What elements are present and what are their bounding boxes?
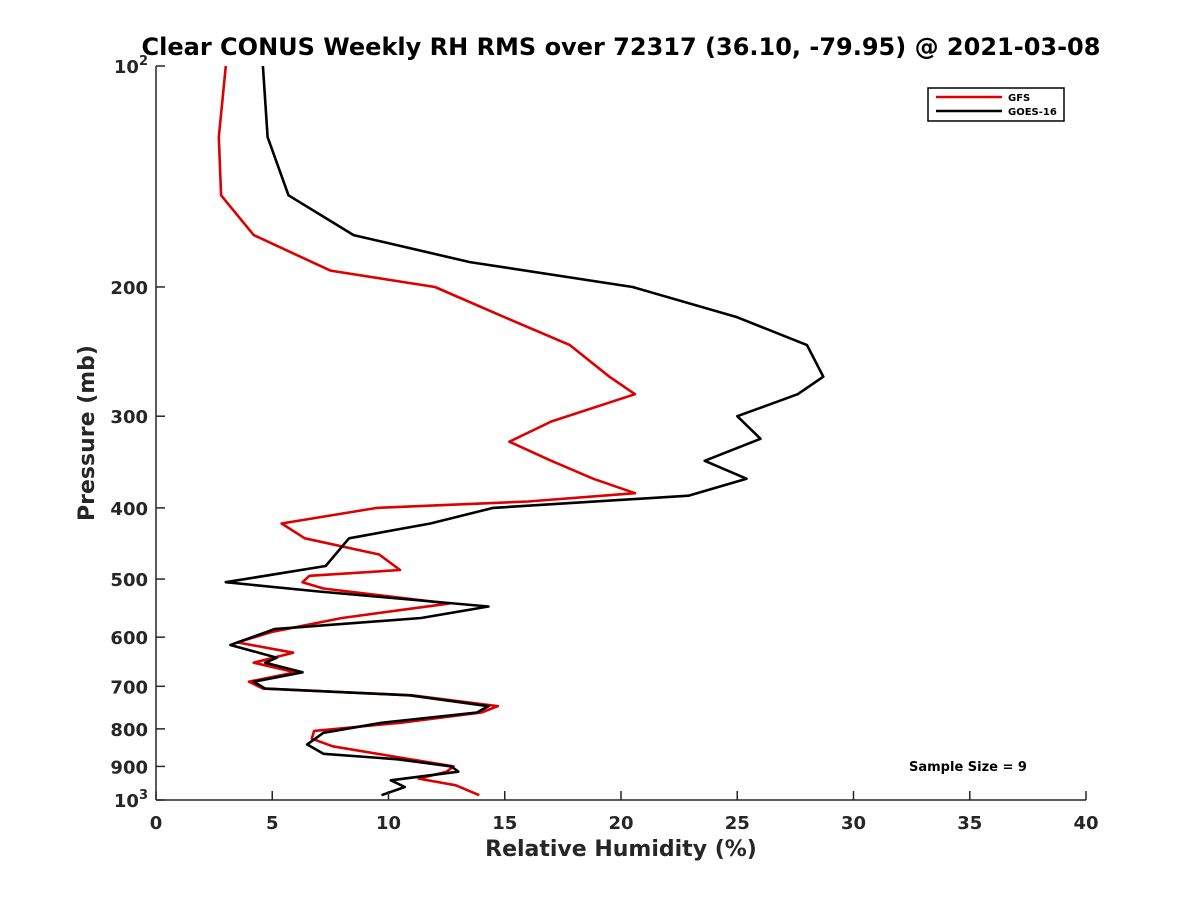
y-axis-label: Pressure (mb) <box>75 345 100 521</box>
y-tick-label: 700 <box>110 677 148 698</box>
y-tick-label: 900 <box>110 757 148 778</box>
x-axis-label: Relative Humidity (%) <box>485 837 757 862</box>
y-tick-label-base: 500 <box>110 570 148 591</box>
x-ticks: 0 5 10 15 20 25 30 35 40 <box>150 791 1099 834</box>
x-tick-label: 0 <box>150 813 163 834</box>
legend: GFS GOES-16 <box>927 87 1065 122</box>
x-tick-label: 10 <box>376 813 401 834</box>
y-tick-label: 800 <box>110 720 148 741</box>
y-tick-label: 102 <box>114 54 148 78</box>
x-tick-label: 5 <box>266 813 279 834</box>
y-tick-label: 600 <box>110 628 148 649</box>
legend-label-goes16: GOES-16 <box>1008 107 1057 118</box>
y-tick-label-base: 400 <box>110 499 148 520</box>
y-tick-label-base: 10 <box>114 57 139 78</box>
legend-label-gfs: GFS <box>1008 93 1030 104</box>
x-tick-label: 25 <box>725 813 750 834</box>
y-tick-label-base: 600 <box>110 628 148 649</box>
x-tick-label: 15 <box>492 813 517 834</box>
x-tick-label: 35 <box>957 813 982 834</box>
y-tick-label-base: 10 <box>114 791 139 812</box>
y-tick-label-base: 700 <box>110 677 148 698</box>
series-line-gfs <box>217 65 637 797</box>
y-tick-label-base: 300 <box>110 407 148 428</box>
x-tick-label: 20 <box>608 813 633 834</box>
y-tick-label-base: 800 <box>110 720 148 741</box>
sample-size-annotation: Sample Size = 9 <box>909 760 1027 775</box>
y-tick-label: 400 <box>110 499 148 520</box>
x-tick-label: 30 <box>841 813 866 834</box>
y-tick-label-base: 200 <box>110 278 148 299</box>
y-tick-label: 103 <box>114 788 148 812</box>
plot-area: 0 5 10 15 20 25 30 35 40 10220030040050060070080… <box>110 54 1098 834</box>
series-line-goes16 <box>224 65 825 797</box>
legend-box <box>927 87 1065 122</box>
chart-title: Clear CONUS Weekly RH RMS over 72317 (36… <box>142 33 1101 61</box>
y-tick-label: 200 <box>110 278 148 299</box>
y-tick-label-exponent: 3 <box>139 788 148 803</box>
y-tick-label-base: 900 <box>110 757 148 778</box>
y-tick-label: 500 <box>110 570 148 591</box>
x-tick-label: 40 <box>1073 813 1098 834</box>
series-group <box>217 65 825 797</box>
y-tick-label: 300 <box>110 407 148 428</box>
y-tick-label-exponent: 2 <box>139 54 148 69</box>
